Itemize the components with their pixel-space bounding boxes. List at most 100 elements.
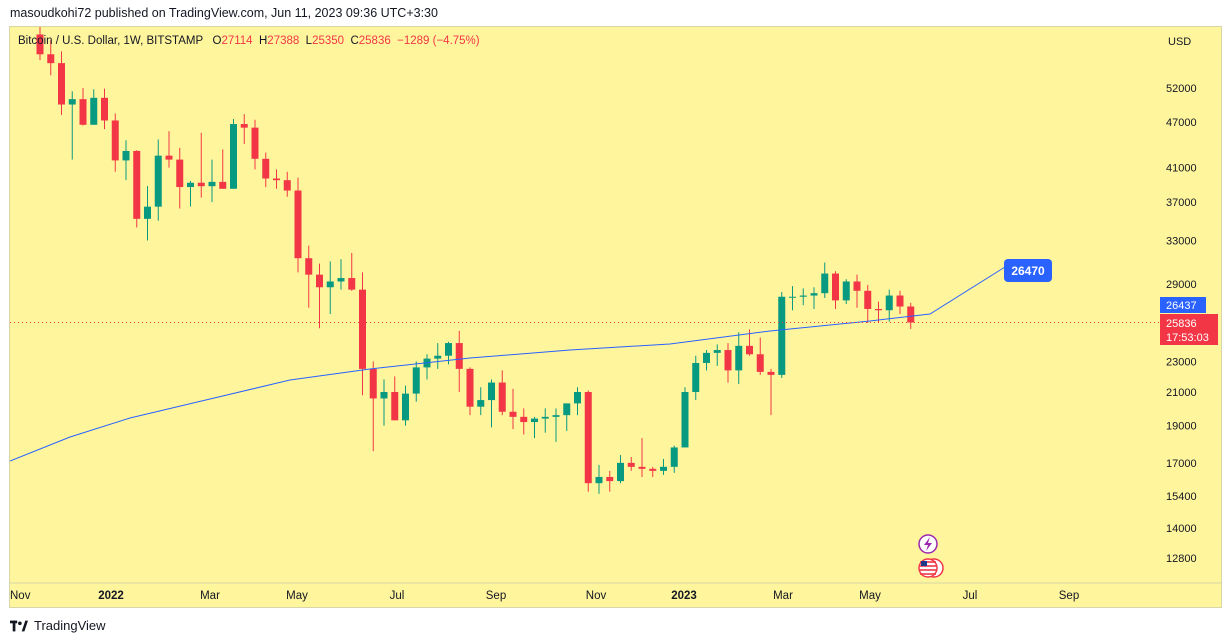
candle-body[interactable] [724,350,732,371]
candle-body[interactable] [455,343,463,369]
candle-body[interactable] [240,124,248,128]
candle-body[interactable] [219,181,227,189]
candle-body[interactable] [789,296,796,298]
candle-body[interactable] [402,393,409,421]
candle-body[interactable] [498,382,506,412]
candle-body[interactable] [305,258,313,275]
candle-body[interactable] [821,273,829,294]
candle-body[interactable] [359,289,366,369]
candle-body[interactable] [563,403,571,416]
candle-body[interactable] [144,206,151,219]
candle-body[interactable] [692,362,700,393]
candle-body[interactable] [778,296,786,375]
price-tick-label: 12800 [1166,553,1197,565]
candle-body[interactable] [541,416,549,419]
candle-body[interactable] [896,295,904,307]
candlestick-chart[interactable]: USD 52000 47000 41000 37000 33000 29000 23000 21… [10,27,1222,608]
ma-value-badge[interactable] [1004,259,1052,282]
time-tick-label: Jul [963,590,978,602]
candle-body[interactable] [649,468,657,471]
candle-body[interactable] [445,343,452,356]
time-tick-label: May [286,590,308,602]
symbol-name[interactable]: Bitcoin / U.S. Dollar, 1W, BITSTAMP [18,35,203,47]
candle-body[interactable] [412,367,420,394]
candle-body[interactable] [703,352,710,363]
candle-body[interactable] [90,97,98,125]
candle-body[interactable] [853,281,861,291]
candle-body[interactable] [36,34,44,55]
candle-body[interactable] [165,155,173,160]
candle-body[interactable] [756,354,764,372]
candle-body[interactable] [617,462,624,482]
candle-body[interactable] [660,466,667,471]
candle-body[interactable] [176,159,184,188]
candle-body[interactable] [638,466,646,469]
candle-body[interactable] [208,181,216,187]
last-price-axis-marker [1160,314,1218,345]
candle-body[interactable] [47,54,55,64]
candle-body[interactable] [864,290,872,309]
candle-body[interactable] [681,392,689,448]
candle-body[interactable] [197,182,205,187]
change-value: −1289 (−4.75%) [397,35,480,47]
price-tick-label: 17000 [1166,458,1197,470]
candle-body[interactable] [337,278,345,282]
candle-body[interactable] [735,345,743,371]
candle-body[interactable] [606,476,614,482]
candle-body[interactable] [122,150,130,161]
candle-body[interactable] [326,281,334,288]
candle-body[interactable] [875,308,882,311]
candle-body[interactable] [68,99,76,105]
tradingview-footer[interactable]: TradingView [10,618,106,633]
candle-body[interactable] [380,392,388,399]
candle-body[interactable] [466,368,474,407]
candle-body[interactable] [79,99,87,125]
tradingview-logo-icon [10,620,28,631]
time-tick-label: 2023 [671,590,697,602]
candle-body[interactable] [391,392,399,421]
lightning-bolt-icon [924,537,932,551]
high-label: H [258,35,268,47]
candle-body[interactable] [574,392,581,404]
candle-body[interactable] [294,190,302,259]
candle-body[interactable] [670,447,678,467]
candle-body[interactable] [627,462,635,467]
candle-body[interactable] [595,476,603,484]
candle-body[interactable] [746,345,753,355]
candle-body[interactable] [842,281,850,301]
price-tick-label: 52000 [1166,83,1197,95]
candle-body[interactable] [283,180,291,191]
candle-body[interactable] [509,411,517,417]
candle-body[interactable] [133,150,141,219]
candle-body[interactable] [552,415,560,417]
chart-pane[interactable]: USD 52000 47000 41000 37000 33000 29000 23000 21… [9,26,1222,608]
candle-body[interactable] [348,278,356,290]
price-tick-label: 21000 [1166,387,1197,399]
candle-body[interactable] [101,97,108,121]
candle-body[interactable] [907,306,915,323]
candle-body[interactable] [262,158,270,179]
candle-body[interactable] [251,127,259,159]
candle-body[interactable] [111,120,119,161]
candle-body[interactable] [767,371,775,375]
candle-body[interactable] [230,124,237,189]
candle-body[interactable] [273,178,280,181]
candle-body[interactable] [154,155,162,207]
candle-body[interactable] [885,295,893,311]
candle-body[interactable] [477,400,485,407]
candle-body[interactable] [488,382,495,401]
candle-body[interactable] [316,274,323,288]
currency-label: USD [1168,36,1191,48]
candle-body[interactable] [584,392,592,484]
candle-body[interactable] [713,350,721,353]
candle-body[interactable] [832,273,839,301]
ma-axis-marker-text: 26437 [1166,300,1197,312]
candle-body[interactable] [369,368,377,399]
candle-body[interactable] [799,295,807,297]
candle-body[interactable] [531,418,538,423]
candle-body[interactable] [434,355,442,359]
candle-body[interactable] [810,293,818,296]
candle-body[interactable] [58,63,65,105]
candle-body[interactable] [520,416,528,423]
candle-body[interactable] [187,182,194,188]
